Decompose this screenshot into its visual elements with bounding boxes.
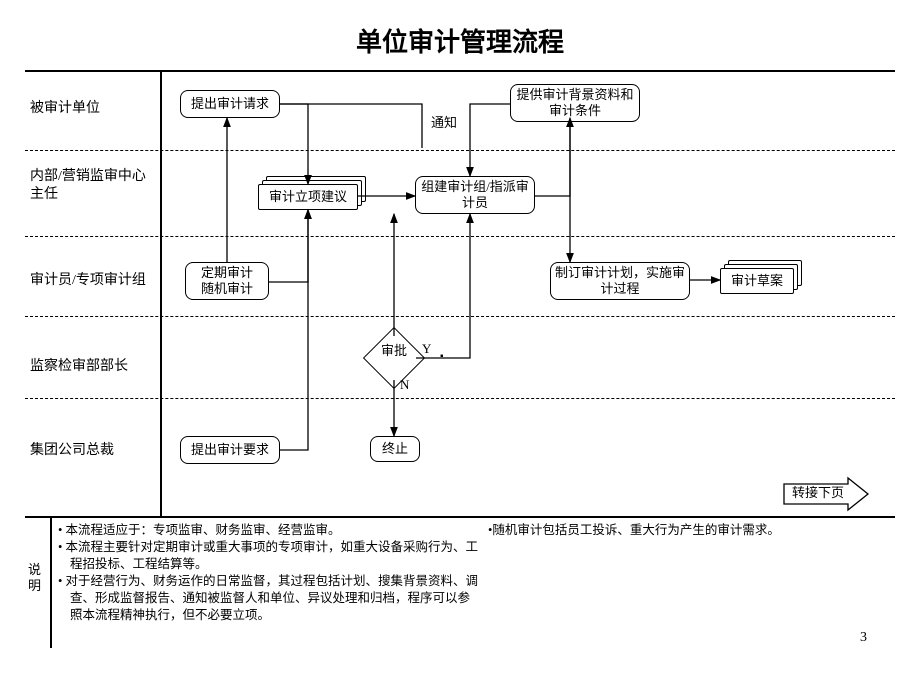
node-president-request: 提出审计要求 bbox=[180, 436, 280, 464]
lane-label: 内部/营销监审中心主任 bbox=[30, 168, 150, 204]
notes-top-line bbox=[25, 516, 895, 518]
approval-y-label: Y bbox=[422, 342, 431, 356]
frame-top-line bbox=[25, 70, 895, 72]
notes-left-item: • 对于经营行为、财务运作的日常监督，其过程包括计划、搜集背景资料、调查、形成监… bbox=[58, 573, 478, 624]
lane-label: 监察检审部部长 bbox=[30, 358, 150, 376]
node-terminate: 终止 bbox=[370, 436, 420, 462]
lane-divider bbox=[25, 398, 895, 399]
lane-divider bbox=[25, 316, 895, 317]
lane-label: 审计员/专项审计组 bbox=[30, 272, 150, 290]
page-title: 单位审计管理流程 bbox=[0, 22, 920, 59]
lane-divider bbox=[25, 150, 895, 151]
node-make-plan: 制订审计计划，实施审计过程 bbox=[550, 262, 690, 300]
node-routine: 定期审计 随机审计 bbox=[185, 262, 269, 300]
notify-label: 通知 bbox=[430, 116, 458, 130]
node-provide-bg: 提供审计背景资料和审计条件 bbox=[510, 84, 640, 122]
notes-right-item: •随机审计包括员工投诉、重大行为产生的审计需求。 bbox=[488, 522, 868, 539]
notes-left-item: • 本流程主要针对定期审计或重大事项的专项审计，如重大设备采购行为、工程招投标、… bbox=[58, 539, 478, 573]
explain-label: 说明 bbox=[28, 562, 44, 594]
node-form-team: 组建审计组/指派审计员 bbox=[415, 176, 535, 214]
lane-label: 集团公司总裁 bbox=[30, 442, 150, 460]
lane-separator bbox=[160, 70, 162, 516]
bullet-marker: ▪ bbox=[440, 350, 444, 364]
node-request-audit: 提出审计请求 bbox=[180, 90, 280, 118]
notes-left: • 本流程适应于：专项监审、财务监审、经营监审。 • 本流程主要针对定期审计或重… bbox=[58, 522, 478, 624]
notes-right: •随机审计包括员工投诉、重大行为产生的审计需求。 bbox=[488, 522, 868, 539]
lane-label: 被审计单位 bbox=[30, 100, 150, 118]
node-draft: 审计草案 bbox=[720, 268, 794, 294]
lane-divider bbox=[25, 236, 895, 237]
approval-n-label: N bbox=[400, 378, 409, 392]
node-proposal: 审计立项建议 bbox=[258, 184, 358, 210]
node-approval-diamond bbox=[363, 327, 425, 389]
notes-v1 bbox=[50, 516, 52, 648]
page-number: 3 bbox=[860, 630, 867, 646]
next-page-label: 转接下页 bbox=[792, 486, 844, 500]
notes-left-item: • 本流程适应于：专项监审、财务监审、经营监审。 bbox=[58, 522, 478, 539]
